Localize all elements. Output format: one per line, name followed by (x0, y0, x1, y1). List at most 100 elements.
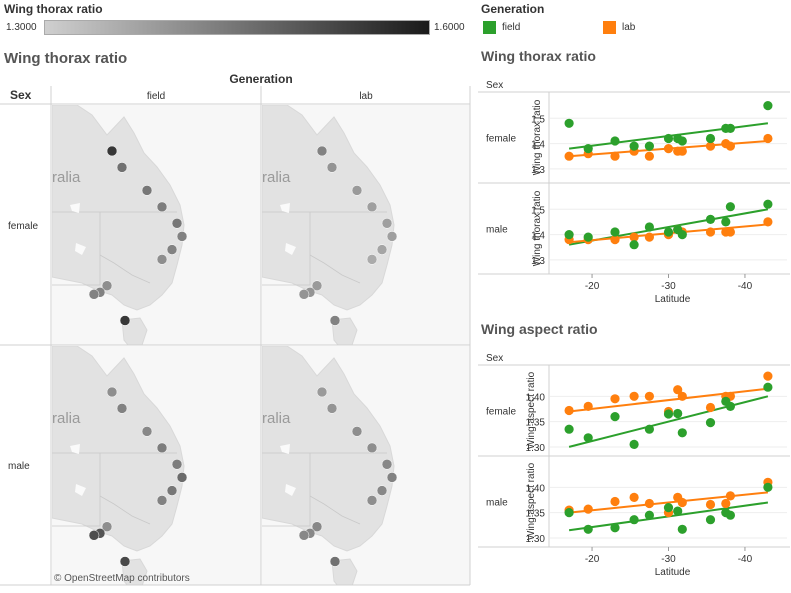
data-point-field[interactable] (677, 428, 687, 438)
map-site-marker[interactable] (141, 185, 153, 196)
data-point-field[interactable] (763, 382, 773, 392)
map-site-marker[interactable] (366, 495, 378, 506)
data-point-lab[interactable] (629, 492, 639, 502)
data-point-field[interactable] (663, 503, 674, 513)
data-point-field[interactable] (629, 141, 639, 151)
data-point-field[interactable] (705, 133, 716, 144)
data-point-field[interactable] (564, 508, 574, 518)
data-point-field[interactable] (725, 401, 735, 411)
map-site-marker[interactable] (106, 386, 118, 398)
data-point-lab[interactable] (583, 504, 593, 514)
data-point-field[interactable] (721, 217, 731, 227)
map-site-marker[interactable] (316, 386, 328, 398)
data-point-field[interactable] (644, 222, 654, 232)
map-site-marker[interactable] (119, 556, 131, 567)
map-site-marker[interactable] (156, 442, 168, 454)
map-site-marker[interactable] (311, 521, 323, 532)
data-point-field[interactable] (725, 202, 735, 212)
data-point-field[interactable] (610, 136, 620, 146)
data-point-lab[interactable] (725, 227, 735, 237)
map-site-marker[interactable] (381, 218, 393, 229)
legend-label-field[interactable]: field (502, 22, 521, 33)
map-site-marker[interactable] (326, 162, 338, 173)
map-site-marker[interactable] (176, 231, 188, 242)
data-point-field[interactable] (583, 144, 593, 154)
data-point-field[interactable] (644, 424, 654, 434)
data-point-field[interactable] (763, 199, 773, 209)
map-site-marker[interactable] (326, 403, 338, 414)
map-site-marker[interactable] (116, 162, 128, 173)
data-point-field[interactable] (725, 123, 735, 133)
map-site-marker[interactable] (298, 530, 310, 541)
data-point-field[interactable] (583, 433, 593, 443)
map-site-marker[interactable] (106, 145, 118, 157)
data-point-lab[interactable] (705, 227, 716, 237)
data-point-lab[interactable] (673, 385, 683, 395)
map-site-marker[interactable] (88, 289, 100, 300)
data-point-field[interactable] (629, 439, 639, 449)
map-site-marker[interactable] (376, 485, 388, 496)
map-site-marker[interactable] (298, 289, 310, 300)
map-site-marker[interactable] (119, 315, 131, 326)
map-site-marker[interactable] (156, 254, 168, 265)
map-site-marker[interactable] (351, 426, 363, 437)
data-point-field[interactable] (725, 510, 735, 520)
map-site-marker[interactable] (101, 521, 113, 532)
data-point-field[interactable] (705, 418, 716, 428)
data-point-field[interactable] (583, 524, 593, 534)
data-point-lab[interactable] (644, 232, 654, 242)
data-point-lab[interactable] (564, 151, 574, 161)
data-point-field[interactable] (763, 101, 773, 111)
map-site-marker[interactable] (351, 185, 363, 196)
map-site-marker[interactable] (166, 244, 178, 255)
map-site-marker[interactable] (329, 556, 341, 567)
map-site-marker[interactable] (366, 254, 378, 265)
map-site-marker[interactable] (156, 495, 168, 506)
map-site-marker[interactable] (101, 280, 113, 291)
data-point-field[interactable] (705, 515, 716, 525)
data-point-lab[interactable] (677, 497, 687, 508)
map-site-marker[interactable] (386, 231, 398, 242)
data-point-lab[interactable] (725, 141, 735, 151)
data-point-lab[interactable] (725, 491, 735, 501)
map-site-marker[interactable] (366, 442, 378, 454)
data-point-field[interactable] (610, 523, 620, 533)
data-point-lab[interactable] (564, 405, 574, 416)
data-point-lab[interactable] (610, 394, 620, 404)
data-point-lab[interactable] (763, 371, 773, 381)
map-site-marker[interactable] (88, 530, 100, 541)
data-point-lab[interactable] (644, 391, 654, 401)
map-site-marker[interactable] (386, 472, 398, 483)
data-point-field[interactable] (583, 232, 593, 242)
map-site-marker[interactable] (366, 201, 378, 213)
map-site-marker[interactable] (176, 472, 188, 483)
data-point-field[interactable] (673, 506, 683, 516)
map-site-marker[interactable] (171, 218, 183, 229)
data-point-field[interactable] (644, 510, 654, 520)
data-point-lab[interactable] (763, 217, 773, 227)
map-site-marker[interactable] (156, 201, 168, 213)
data-point-lab[interactable] (721, 498, 731, 509)
data-point-field[interactable] (677, 524, 687, 534)
data-point-field[interactable] (610, 412, 620, 422)
data-point-lab[interactable] (629, 232, 639, 242)
data-point-field[interactable] (629, 240, 639, 250)
legend-swatch-lab[interactable] (603, 21, 616, 34)
map-site-marker[interactable] (116, 403, 128, 414)
data-point-lab[interactable] (610, 496, 620, 507)
data-point-lab[interactable] (677, 146, 687, 156)
data-point-lab[interactable] (763, 133, 773, 144)
map-site-marker[interactable] (329, 315, 341, 326)
data-point-field[interactable] (564, 230, 574, 240)
data-point-field[interactable] (677, 230, 687, 240)
data-point-lab[interactable] (677, 391, 687, 401)
data-point-field[interactable] (673, 408, 683, 419)
data-point-field[interactable] (564, 424, 574, 434)
legend-swatch-field[interactable] (483, 21, 496, 34)
map-site-marker[interactable] (166, 485, 178, 496)
data-point-field[interactable] (763, 482, 773, 492)
data-point-field[interactable] (610, 227, 620, 237)
data-point-field[interactable] (705, 214, 716, 224)
map-site-marker[interactable] (376, 244, 388, 255)
legend-label-lab[interactable]: lab (622, 22, 636, 33)
